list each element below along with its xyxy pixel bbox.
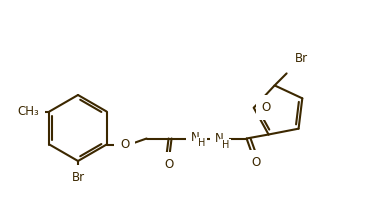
Text: N: N	[191, 131, 200, 144]
Text: Br: Br	[295, 52, 308, 65]
Text: N: N	[215, 132, 224, 145]
Text: Br: Br	[71, 171, 85, 184]
Text: O: O	[251, 156, 260, 169]
Text: O: O	[164, 157, 173, 170]
Text: H: H	[198, 138, 205, 149]
Text: O: O	[262, 101, 271, 114]
Text: CH₃: CH₃	[18, 105, 40, 118]
Text: H: H	[222, 141, 229, 150]
Text: O: O	[120, 138, 129, 151]
